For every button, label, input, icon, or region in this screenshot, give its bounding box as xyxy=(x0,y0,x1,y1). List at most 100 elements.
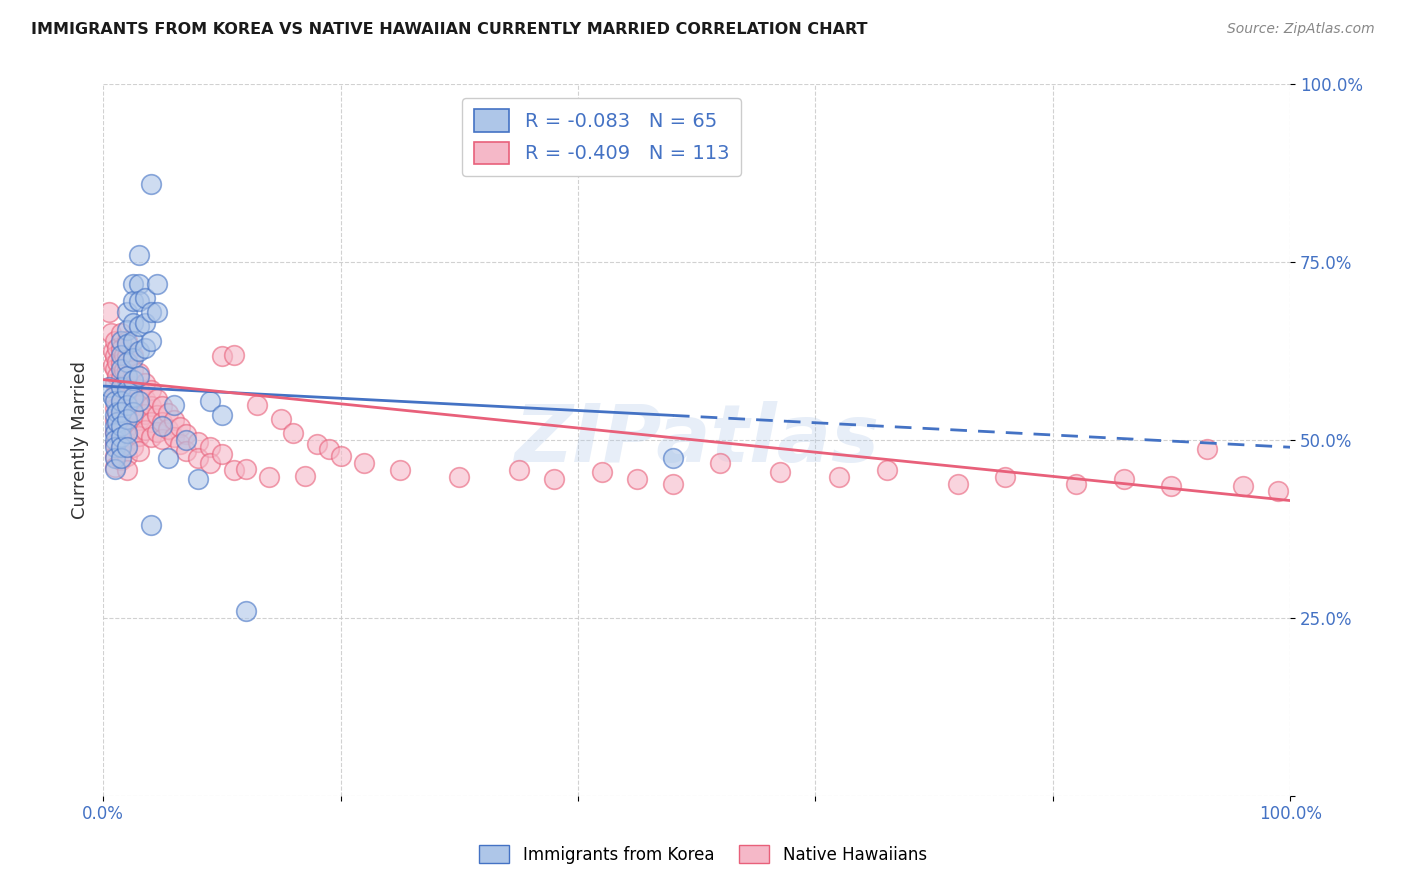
Point xyxy=(104,401,127,415)
Point xyxy=(388,463,411,477)
Point xyxy=(98,305,121,319)
Point xyxy=(152,432,174,446)
Point xyxy=(115,323,138,337)
Point xyxy=(104,449,127,463)
Point xyxy=(246,398,269,412)
Point xyxy=(115,406,138,420)
Point xyxy=(110,362,132,376)
Point xyxy=(115,392,138,406)
Point xyxy=(110,348,132,362)
Point xyxy=(187,472,209,486)
Point xyxy=(121,410,143,425)
Point xyxy=(115,420,138,434)
Point xyxy=(105,404,128,418)
Point xyxy=(110,450,132,465)
Point xyxy=(174,427,197,442)
Point xyxy=(187,434,209,449)
Point xyxy=(121,351,143,366)
Point xyxy=(1160,479,1182,493)
Point xyxy=(198,394,221,409)
Point xyxy=(101,391,124,405)
Point xyxy=(134,376,156,391)
Point xyxy=(110,404,132,418)
Point xyxy=(110,342,132,356)
Point xyxy=(139,415,162,429)
Point xyxy=(121,294,143,309)
Point xyxy=(105,341,128,355)
Point xyxy=(157,406,180,420)
Point xyxy=(134,408,156,422)
Point xyxy=(174,433,197,447)
Point xyxy=(1232,479,1254,493)
Point xyxy=(828,470,851,484)
Point xyxy=(591,465,613,479)
Point xyxy=(104,349,127,363)
Point xyxy=(121,425,143,440)
Point xyxy=(115,449,138,463)
Point xyxy=(115,434,138,449)
Point xyxy=(128,344,150,359)
Point xyxy=(110,418,132,433)
Point xyxy=(121,316,143,330)
Point xyxy=(105,355,128,369)
Point xyxy=(110,413,132,427)
Point xyxy=(187,450,209,465)
Point xyxy=(121,363,143,377)
Point xyxy=(115,384,138,398)
Point xyxy=(114,348,136,362)
Point xyxy=(508,463,530,477)
Point xyxy=(134,423,156,437)
Point xyxy=(121,391,143,405)
Point xyxy=(114,363,136,377)
Legend: Immigrants from Korea, Native Hawaiians: Immigrants from Korea, Native Hawaiians xyxy=(472,838,934,871)
Point xyxy=(128,398,150,412)
Point xyxy=(198,456,221,470)
Point xyxy=(110,399,132,413)
Point xyxy=(139,430,162,444)
Point xyxy=(157,450,180,465)
Point xyxy=(145,392,167,406)
Point xyxy=(305,436,328,450)
Point xyxy=(163,413,186,427)
Point xyxy=(169,420,191,434)
Point xyxy=(876,463,898,477)
Point xyxy=(121,394,143,409)
Point xyxy=(115,463,138,477)
Point xyxy=(134,316,156,330)
Point xyxy=(139,305,162,319)
Text: Source: ZipAtlas.com: Source: ZipAtlas.com xyxy=(1227,22,1375,37)
Point xyxy=(104,425,127,439)
Point xyxy=(198,440,221,454)
Point xyxy=(110,440,132,454)
Point xyxy=(222,463,245,477)
Point xyxy=(152,415,174,429)
Y-axis label: Currently Married: Currently Married xyxy=(72,361,89,519)
Point xyxy=(709,456,731,470)
Point xyxy=(270,411,292,425)
Point xyxy=(145,277,167,291)
Point xyxy=(104,334,127,348)
Point xyxy=(169,436,191,450)
Point xyxy=(353,456,375,470)
Point xyxy=(104,425,127,440)
Point xyxy=(115,440,138,454)
Point xyxy=(104,418,127,433)
Point xyxy=(134,291,156,305)
Legend: R = -0.083   N = 65, R = -0.409   N = 113: R = -0.083 N = 65, R = -0.409 N = 113 xyxy=(463,98,741,176)
Point xyxy=(626,472,648,486)
Point xyxy=(145,305,167,319)
Point xyxy=(259,470,281,484)
Point xyxy=(128,429,150,443)
Point xyxy=(104,389,127,403)
Text: IMMIGRANTS FROM KOREA VS NATIVE HAWAIIAN CURRENTLY MARRIED CORRELATION CHART: IMMIGRANTS FROM KOREA VS NATIVE HAWAIIAN… xyxy=(31,22,868,37)
Point xyxy=(128,382,150,396)
Point xyxy=(101,344,124,359)
Point xyxy=(115,305,138,319)
Point xyxy=(115,334,138,348)
Point xyxy=(662,477,685,491)
Point xyxy=(104,450,127,465)
Point xyxy=(115,349,138,363)
Point xyxy=(115,398,138,412)
Point xyxy=(105,369,128,384)
Point xyxy=(139,177,162,191)
